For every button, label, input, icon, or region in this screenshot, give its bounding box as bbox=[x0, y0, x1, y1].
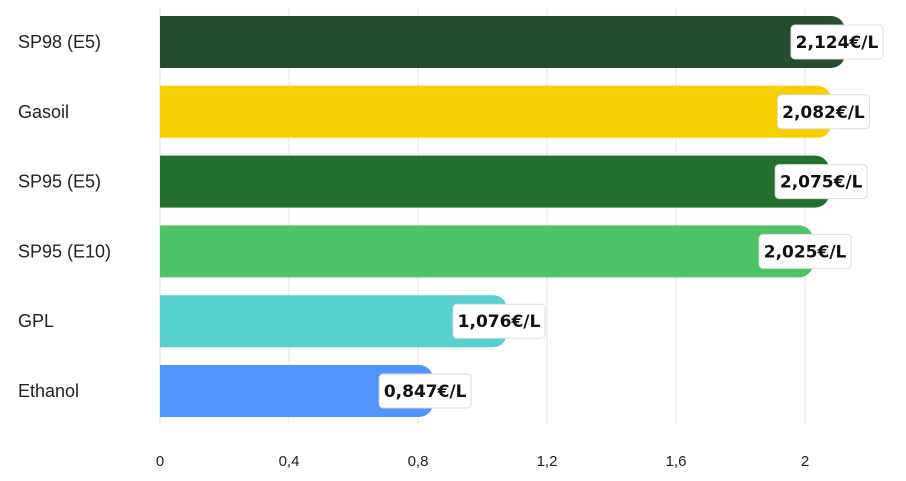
value-label-box bbox=[790, 24, 884, 60]
category-label: SP95 (E5) bbox=[18, 172, 101, 192]
value-label: 1,076€/L bbox=[458, 312, 541, 332]
bar bbox=[160, 225, 814, 278]
x-tick-label: 0,8 bbox=[408, 453, 429, 470]
bar bbox=[160, 16, 845, 68]
x-tick-label: 0,4 bbox=[279, 453, 300, 470]
bar bbox=[160, 85, 832, 138]
value-label: 2,124€/L bbox=[796, 33, 879, 53]
value-label-box bbox=[378, 373, 472, 409]
category-label: Gasoil bbox=[18, 102, 69, 122]
bar bbox=[160, 155, 830, 208]
value-label-box bbox=[774, 164, 868, 200]
x-tick-label: 1,6 bbox=[666, 453, 687, 470]
category-label: SP95 (E10) bbox=[18, 241, 111, 261]
value-label: 2,025€/L bbox=[764, 242, 847, 262]
value-label-box bbox=[758, 233, 852, 269]
category-label: SP98 (E5) bbox=[18, 32, 101, 52]
x-tick-label: 2 bbox=[801, 453, 809, 470]
value-label: 0,847€/L bbox=[384, 382, 467, 402]
value-label: 2,082€/L bbox=[782, 103, 865, 123]
bar bbox=[160, 365, 434, 417]
value-label-box bbox=[452, 303, 546, 339]
bar bbox=[160, 295, 508, 348]
value-label-box bbox=[776, 94, 870, 130]
x-tick-label: 1,2 bbox=[537, 453, 558, 470]
category-label: Ethanol bbox=[18, 381, 79, 401]
value-label: 2,075€/L bbox=[780, 173, 863, 193]
x-tick-label: 0 bbox=[156, 453, 164, 470]
category-label: GPL bbox=[18, 311, 54, 331]
